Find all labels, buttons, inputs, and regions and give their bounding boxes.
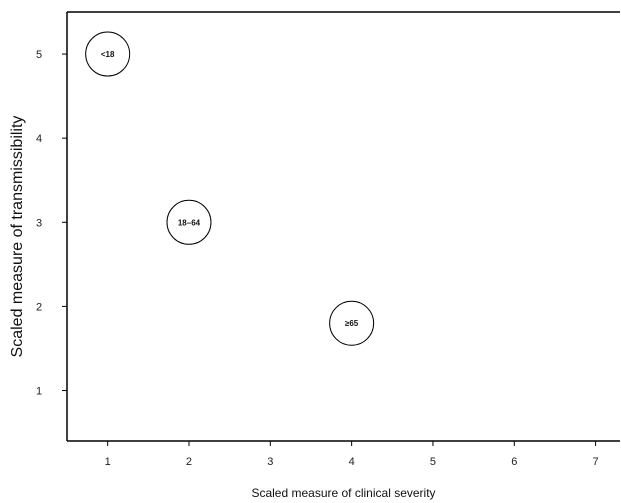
- y-axis-title: Scaled measure of transmissibility: [9, 116, 26, 358]
- y-axis-ticks: 1 2 3 4 5: [36, 49, 67, 398]
- data-point-label: 18–64: [178, 218, 201, 227]
- x-tick-label: 7: [593, 456, 599, 468]
- data-point-marker: [166, 199, 212, 245]
- x-tick-label: 3: [267, 456, 273, 468]
- x-tick-label: 1: [105, 456, 111, 468]
- data-point-marker: [85, 31, 131, 77]
- data-point-marker: [329, 300, 375, 346]
- x-tick-label: 2: [186, 456, 192, 468]
- x-tick-label: 5: [430, 456, 436, 468]
- y-tick-label: 1: [36, 386, 42, 398]
- data-point-label: ≥65: [345, 319, 359, 328]
- y-tick-label: 2: [36, 301, 42, 313]
- data-point-label: <18: [101, 50, 115, 59]
- y-tick-label: 5: [36, 49, 42, 61]
- y-tick-label: 3: [36, 217, 42, 229]
- data-points: <18 18–64 ≥65: [85, 31, 375, 346]
- x-tick-label: 6: [511, 456, 517, 468]
- x-axis-title: Scaled measure of clinical severity: [251, 486, 435, 500]
- y-tick-label: 4: [36, 133, 42, 145]
- x-axis-ticks: 1 2 3 4 5 6 7: [105, 441, 599, 468]
- x-tick-label: 4: [349, 456, 355, 468]
- plot-frame: [66, 11, 620, 442]
